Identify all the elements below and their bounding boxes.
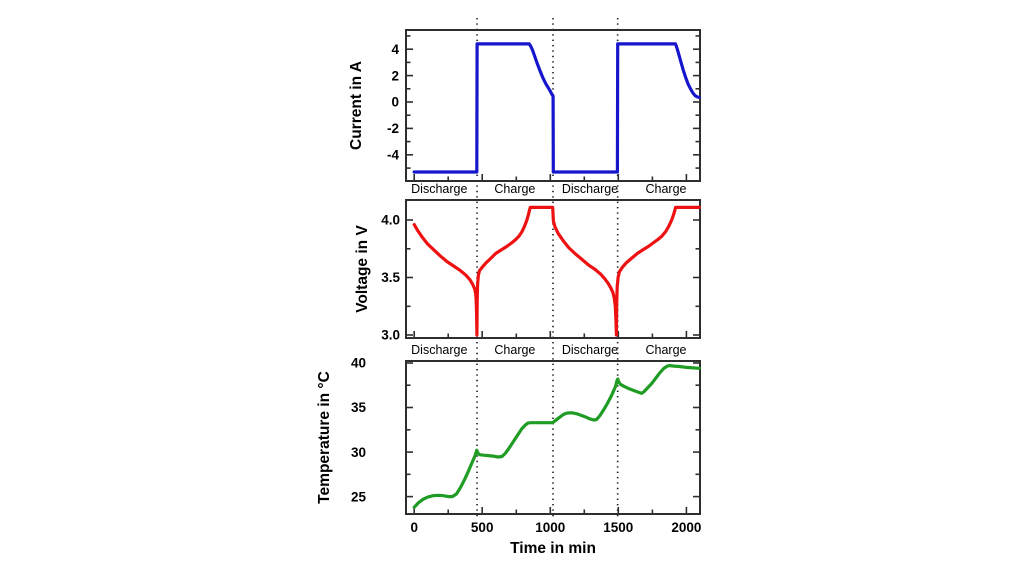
y-tick-label: 30 <box>351 445 366 460</box>
y-tick-label: -2 <box>387 121 399 136</box>
temperature-curve <box>412 364 701 509</box>
y-tick-label: 40 <box>351 356 366 371</box>
y-tick-label: 35 <box>351 400 367 415</box>
y-tick-label: 25 <box>351 489 367 504</box>
y-tick-label: 0 <box>391 95 399 110</box>
y-tick-label: 3.5 <box>381 270 400 285</box>
phase-label-discharge: Discharge <box>411 343 467 357</box>
y-tick-label: -4 <box>387 148 399 163</box>
x-tick-label: 500 <box>471 520 494 535</box>
battery-cycling-figure: 4 2 0 -2 -4 Current in A 4.0 3.5 3.0 Voltage in V… <box>316 18 701 557</box>
phase-label-discharge: Discharge <box>562 343 618 357</box>
phase-label-discharge: Discharge <box>562 182 618 196</box>
voltage-curve <box>412 205 701 337</box>
phase-label-charge: Charge <box>494 182 535 196</box>
plot-frame-voltage <box>405 199 701 339</box>
x-tick-label: 1000 <box>535 520 565 535</box>
x-axis-title: Time in min <box>510 540 596 557</box>
x-tick-label: 0 <box>410 520 418 535</box>
y-axis-title-voltage: Voltage in V <box>354 225 371 313</box>
plot-frame-temperature <box>405 360 701 515</box>
current-curve <box>412 42 701 174</box>
y-tick-label: 4 <box>391 42 399 57</box>
plot-frame-current <box>405 29 701 182</box>
y-axis-title-current: Current in A <box>348 61 365 150</box>
y-tick-label: 2 <box>391 68 399 83</box>
phase-label-charge: Charge <box>494 343 535 357</box>
y-tick-label: 3.0 <box>381 328 400 343</box>
phase-label-charge: Charge <box>646 343 687 357</box>
x-tick-label: 1500 <box>603 520 633 535</box>
phase-label-charge: Charge <box>646 182 687 196</box>
phase-label-discharge: Discharge <box>411 182 467 196</box>
y-axis-title-temperature: Temperature in °C <box>316 371 333 504</box>
x-tick-label: 2000 <box>671 520 701 535</box>
y-tick-label: 4.0 <box>381 213 400 228</box>
